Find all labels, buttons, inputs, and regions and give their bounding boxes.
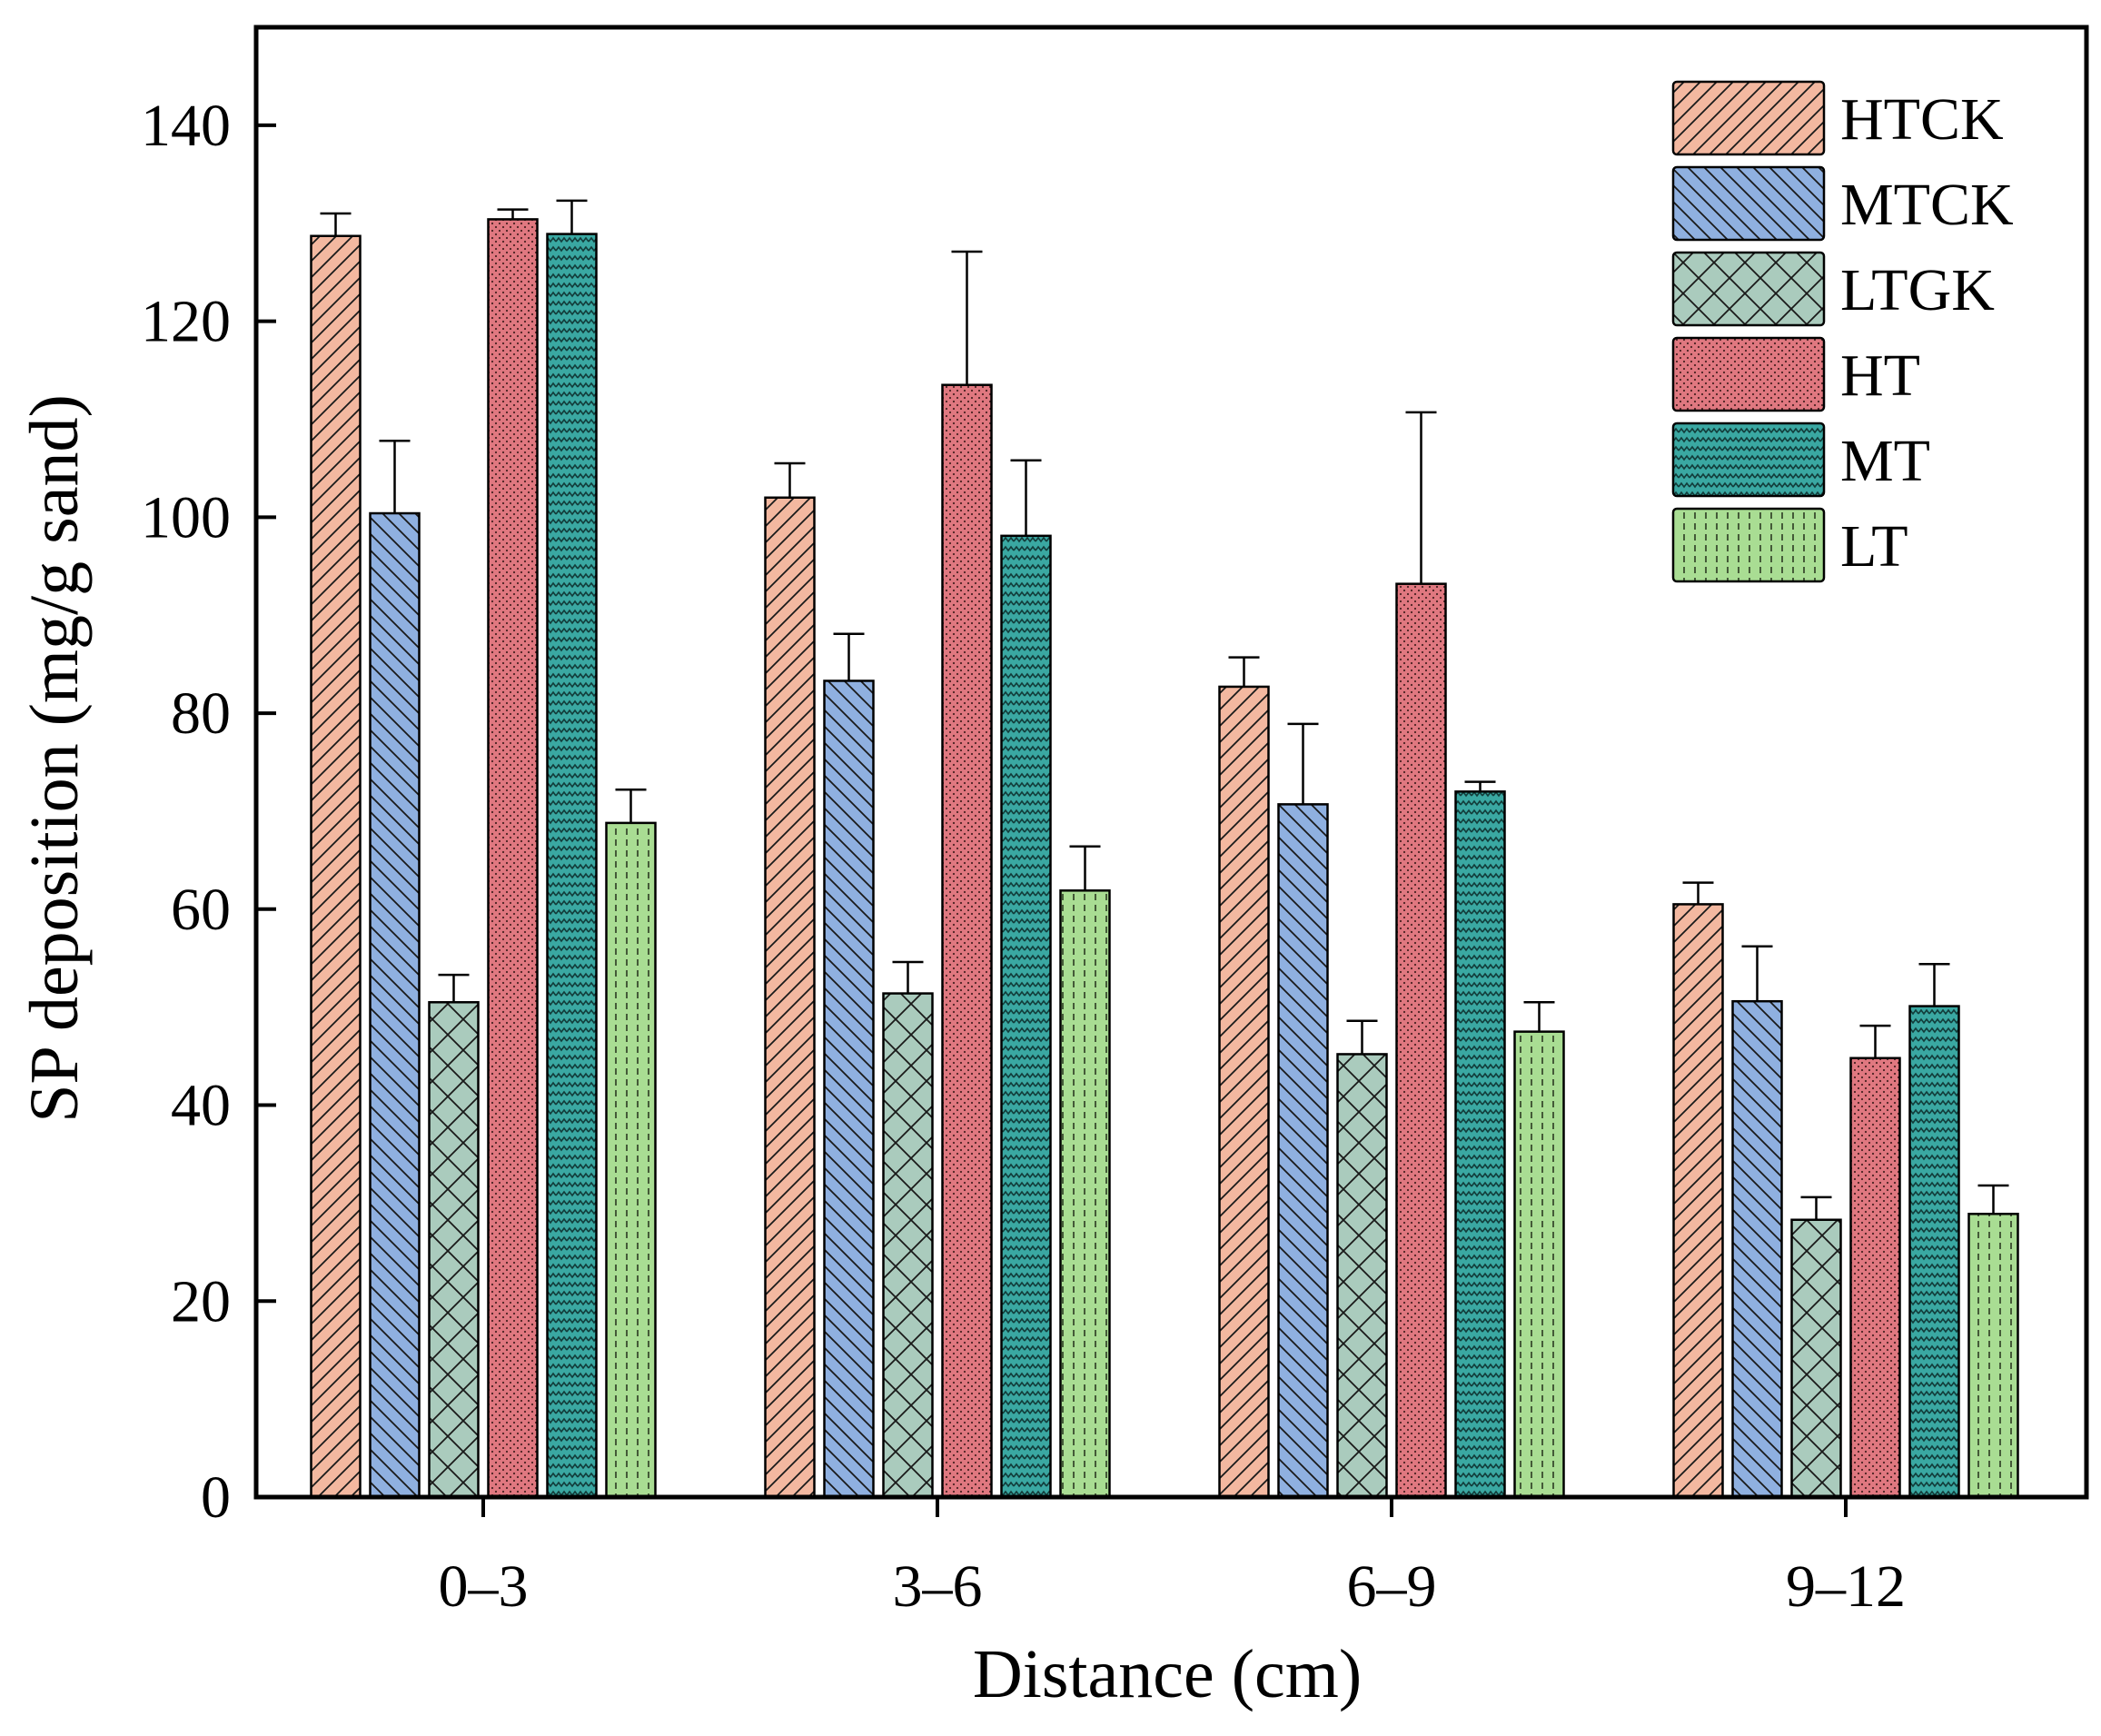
bar-htck-3: [1672, 903, 1724, 1499]
legend-label-mtck: MTCK: [1840, 172, 2014, 238]
legend-swatch-ht: [1671, 336, 1826, 412]
y-tick-label: 100: [141, 484, 231, 551]
legend-swatch-mtck: [1671, 165, 1826, 242]
legend: HTCK MTCK LTGK HT MT LT: [1671, 80, 2014, 583]
legend-swatch-ltgk: [1671, 251, 1826, 327]
y-axis-title: SP deposition (mg/g sand): [16, 394, 93, 1123]
bar-lt-3: [1967, 1213, 2019, 1499]
bar-mtck-2: [1277, 803, 1329, 1499]
bar-mtck-1: [823, 680, 875, 1499]
x-tick-label: 0–3: [439, 1553, 529, 1620]
bar-ltgk-2: [1336, 1053, 1388, 1499]
y-tick-label: 120: [141, 289, 231, 355]
bar-htck-0: [310, 234, 362, 1499]
y-tick-label: 60: [171, 877, 231, 943]
bar-ltgk-1: [882, 992, 934, 1499]
bar-mtck-3: [1731, 999, 1783, 1499]
bar-ht-2: [1395, 582, 1447, 1499]
bar-mt-2: [1454, 790, 1506, 1499]
bar-ltgk-0: [428, 1001, 480, 1499]
bar-mt-1: [1000, 534, 1052, 1499]
bar-htck-1: [764, 496, 816, 1499]
bar-ht-3: [1849, 1056, 1901, 1499]
bar-lt-0: [605, 821, 657, 1499]
bar-ltgk-3: [1790, 1218, 1842, 1499]
legend-swatch-lt: [1671, 507, 1826, 583]
legend-label-mt: MT: [1840, 428, 1930, 494]
y-tick-label: 0: [201, 1464, 231, 1531]
legend-swatch-htck: [1671, 80, 1826, 156]
bar-mt-3: [1908, 1005, 1960, 1499]
bar-mtck-0: [369, 511, 421, 1499]
bar-ht-1: [941, 383, 993, 1499]
y-tick-label: 20: [171, 1268, 231, 1334]
bar-lt-1: [1059, 889, 1111, 1499]
bar-ht-0: [487, 218, 539, 1499]
bar-htck-2: [1218, 685, 1270, 1499]
bar-lt-2: [1513, 1030, 1565, 1499]
y-tick-label: 140: [141, 93, 231, 159]
legend-label-htck: HTCK: [1840, 86, 2004, 153]
y-tick-label: 80: [171, 680, 231, 747]
bar-mt-0: [546, 233, 598, 1499]
x-tick-label: 3–6: [893, 1553, 983, 1620]
x-tick-label: 9–12: [1786, 1553, 1906, 1620]
plot-frame: [253, 25, 2089, 1500]
legend-label-ht: HT: [1840, 342, 1920, 409]
legend-label-lt: LT: [1840, 513, 1908, 580]
x-axis-title: Distance (cm): [973, 1636, 1362, 1712]
legend-label-ltgk: LTGK: [1840, 257, 1995, 323]
y-tick-label: 40: [171, 1073, 231, 1139]
legend-swatch-mt: [1671, 422, 1826, 498]
x-tick-label: 6–9: [1347, 1553, 1437, 1620]
